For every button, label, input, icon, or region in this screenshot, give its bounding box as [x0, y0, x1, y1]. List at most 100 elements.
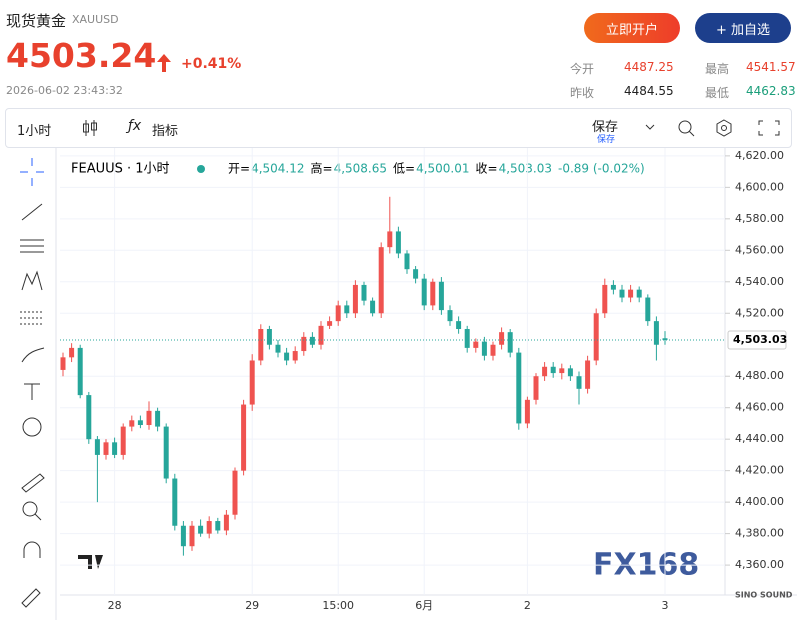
candle-body — [430, 281, 436, 306]
status-dot — [197, 165, 205, 173]
candle-body — [163, 426, 169, 479]
candle-body — [421, 278, 427, 306]
candle-body — [327, 321, 333, 326]
candle-body — [180, 525, 186, 547]
toolbar — [5, 108, 792, 148]
title: 现货黄金 — [6, 12, 67, 30]
x-tick-label: 15:00 — [322, 599, 354, 612]
candle-body — [258, 329, 264, 361]
candle-body — [361, 284, 367, 301]
interval-button[interactable]: 1小时 — [17, 124, 52, 139]
candle-body — [593, 313, 599, 361]
candle-body — [69, 347, 75, 358]
candle-body — [490, 344, 496, 356]
candle-body — [378, 247, 384, 314]
timestamp: 2026-06-02 23:43:32 — [6, 84, 123, 97]
candle-body — [215, 521, 221, 531]
candle-body — [275, 344, 281, 353]
candle-body — [103, 442, 109, 455]
last-price-label: 4,503.03 — [733, 333, 787, 346]
open-account-button[interactable]: 立即开户 — [584, 13, 680, 43]
candle-body — [301, 336, 307, 352]
candle-body — [550, 366, 556, 374]
candle-body — [662, 338, 668, 340]
y-tick-label: 4,520.00 — [735, 306, 784, 319]
candle-body — [559, 368, 565, 374]
save-sub: 保存 — [597, 135, 616, 145]
y-tick-label: 4,480.00 — [735, 369, 784, 382]
candle-body — [206, 521, 212, 534]
indicators-button[interactable]: 指标 — [152, 124, 179, 139]
candle-body — [456, 321, 462, 330]
candle-body — [464, 329, 470, 348]
candle-body — [447, 310, 453, 322]
candle-body — [653, 321, 659, 345]
candle-body — [481, 341, 487, 356]
stat-value: 4541.57 — [746, 60, 796, 74]
candle-body — [146, 410, 152, 426]
candle-body — [309, 336, 315, 345]
candle-body — [137, 420, 143, 426]
candle-body — [120, 426, 126, 455]
x-tick-label: 28 — [108, 599, 122, 612]
candle-body — [352, 284, 358, 314]
stat-label: 昨收 — [570, 86, 595, 100]
x-tick-label: 2 — [524, 599, 531, 612]
stat-value: 4487.25 — [624, 60, 674, 74]
y-tick-label: 4,540.00 — [735, 275, 784, 288]
candle-body — [395, 231, 401, 254]
y-tick-label: 4,580.00 — [735, 212, 784, 225]
y-tick-label: 4,380.00 — [735, 527, 784, 540]
candle-body — [77, 347, 83, 396]
candle-body — [266, 329, 272, 345]
last-price-box — [727, 330, 787, 350]
candle-body — [602, 284, 608, 314]
candle-body — [438, 281, 444, 311]
stat-value: 4484.55 — [624, 84, 674, 98]
candle-body — [533, 376, 539, 400]
x-tick-label: 29 — [245, 599, 259, 612]
legend-value: 4,500.01 — [416, 162, 469, 176]
drawing-tools[interactable] — [0, 148, 60, 620]
candle-body — [60, 357, 66, 370]
symbol: XAUUSD — [72, 13, 119, 26]
save-button[interactable]: 保存 — [592, 120, 619, 135]
candle-body — [292, 351, 298, 361]
x-tick-label: 6月 — [415, 599, 433, 612]
y-tick-label: 4,560.00 — [735, 243, 784, 256]
candle-body — [370, 300, 376, 314]
toolbar-icons[interactable] — [640, 118, 790, 138]
candle-body — [223, 514, 229, 531]
chart-title: FEAUUS · 1小时 — [71, 162, 170, 177]
candle-body — [645, 297, 651, 322]
candle-body — [387, 231, 393, 248]
legend-label: 高= — [311, 161, 333, 176]
y-tick-label: 4,460.00 — [735, 401, 784, 414]
candle-body — [507, 332, 513, 353]
candle-body — [576, 376, 582, 389]
y-tick-label: 4,600.00 — [735, 180, 784, 193]
tv-logo — [78, 555, 103, 569]
candle-body — [585, 360, 591, 389]
candle-body — [249, 360, 255, 405]
candle-body — [86, 395, 92, 440]
add-watch-button[interactable]: + 加自选 — [695, 13, 791, 43]
legend-value: 4,508.65 — [334, 162, 387, 176]
price: 4503.24 — [6, 36, 157, 75]
candle-body — [567, 368, 573, 377]
y-tick-label: 4,360.00 — [735, 558, 784, 571]
candle-body — [610, 284, 616, 290]
x-tick-label: 3 — [662, 599, 669, 612]
fx-icon[interactable]: ƒx — [128, 118, 142, 134]
up-arrow — [157, 54, 171, 72]
y-tick-label: 4,440.00 — [735, 432, 784, 445]
candle-icon[interactable] — [80, 118, 100, 138]
stat-label: 最低 — [705, 86, 730, 100]
candle-body — [189, 525, 195, 547]
candle-body — [473, 341, 479, 348]
legend-value: -0.89 (-0.02%) — [558, 162, 645, 176]
candle-body — [112, 442, 118, 455]
candle-body — [542, 366, 548, 377]
